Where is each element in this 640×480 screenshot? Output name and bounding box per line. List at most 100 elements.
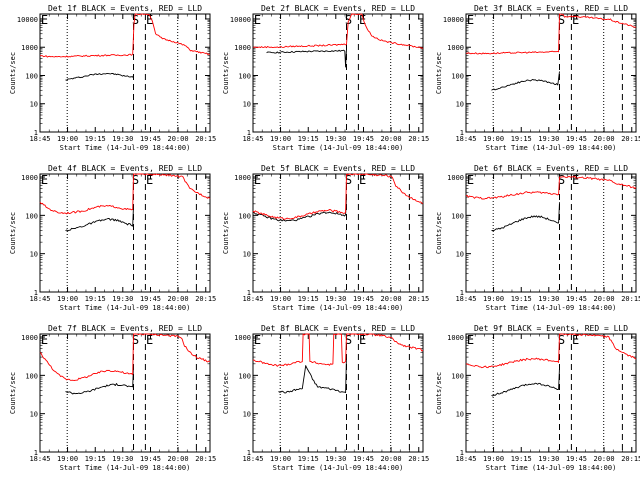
x-tick-label: 20:15: [621, 455, 640, 463]
x-tick-label: 19:45: [566, 135, 587, 143]
chart-title: Det 1f BLACK = Events, RED = LLD: [48, 4, 202, 13]
x-axis-label: Start Time (14-Jul-09 18:44:00): [273, 144, 404, 152]
chart-title: Det 9f BLACK = Events, RED = LLD: [474, 324, 628, 333]
x-tick-label: 20:00: [381, 295, 402, 303]
x-tick-label: 19:00: [57, 455, 78, 463]
chart-title: Det 7f BLACK = Events, RED = LLD: [48, 324, 202, 333]
x-tick-label: 20:00: [381, 135, 402, 143]
x-tick-label: 19:15: [298, 295, 319, 303]
x-tick-label: 19:00: [483, 455, 504, 463]
x-axis-label: Start Time (14-Jul-09 18:44:00): [60, 144, 191, 152]
chart-title: Det 2f BLACK = Events, RED = LLD: [261, 4, 415, 13]
x-axis-label: Start Time (14-Jul-09 18:44:00): [486, 464, 617, 472]
x-tick-label: 20:00: [168, 135, 189, 143]
x-tick-label: 19:30: [538, 455, 559, 463]
x-tick-label: 20:15: [621, 135, 640, 143]
x-tick-label: 19:15: [511, 135, 532, 143]
marker-saa-start: S: [558, 13, 565, 27]
x-tick-label: 20:15: [408, 135, 429, 143]
y-axis-label: Counts/sec: [222, 52, 230, 94]
y-tick-label: 1: [34, 289, 38, 297]
y-tick-label: 100: [451, 372, 464, 380]
x-tick-label: 19:15: [85, 295, 106, 303]
marker-saa-end: E: [146, 173, 153, 187]
chart-panel-4: Det 4f BLACK = Events, RED = LLD 1 10 100 10…: [9, 164, 216, 312]
marker-saa-end: E: [146, 13, 153, 27]
y-tick-label: 10: [243, 101, 251, 109]
x-tick-label: 18:45: [242, 295, 263, 303]
x-tick-label: 19:00: [270, 455, 291, 463]
plot-frame: [465, 173, 637, 293]
marker-left-e: E: [41, 13, 48, 27]
x-tick-label: 19:00: [57, 135, 78, 143]
y-tick-label: 1: [460, 289, 464, 297]
x-tick-label: 19:30: [112, 135, 133, 143]
chart-panel-3: Det 3f BLACK = Events, RED = LLD 1 10 100 10…: [435, 4, 640, 152]
y-tick-label: 1000: [234, 44, 251, 52]
y-tick-label: 1000: [21, 174, 38, 182]
y-tick-label: 1000: [447, 174, 464, 182]
y-axis-label: Counts/sec: [222, 212, 230, 254]
events-series-line: [491, 202, 560, 232]
x-tick-label: 19:45: [140, 455, 161, 463]
x-tick-label: 20:15: [408, 455, 429, 463]
chart-title: Det 8f BLACK = Events, RED = LLD: [261, 324, 415, 333]
marker-left-e: E: [467, 173, 474, 187]
marker-saa-end: E: [359, 333, 366, 347]
chart-panel-5: Det 5f BLACK = Events, RED = LLD 1 10 100 10…: [222, 164, 429, 312]
chart-panel-6: Det 6f BLACK = Events, RED = LLD 1 10 100 10…: [435, 164, 640, 312]
marker-left-e: E: [41, 333, 48, 347]
plot-frame: [252, 13, 424, 133]
x-tick-label: 19:45: [353, 135, 374, 143]
x-tick-label: 18:45: [242, 135, 263, 143]
y-tick-label: 10: [30, 411, 38, 419]
x-axis-label: Start Time (14-Jul-09 18:44:00): [486, 144, 617, 152]
y-tick-label: 1000: [234, 174, 251, 182]
lld-series-line: [252, 13, 424, 49]
x-tick-label: 19:00: [483, 135, 504, 143]
x-tick-label: 19:15: [298, 455, 319, 463]
y-tick-label: 10: [456, 101, 464, 109]
y-tick-label: 100: [25, 72, 38, 80]
y-tick-label: 1: [34, 129, 38, 137]
x-tick-label: 19:45: [566, 295, 587, 303]
plot-frame: [252, 333, 424, 453]
lld-series-line: [40, 13, 211, 58]
marker-saa-end: E: [572, 13, 579, 27]
y-axis-label: Counts/sec: [9, 52, 17, 94]
lld-series-line: [465, 175, 637, 200]
marker-saa-start: S: [345, 333, 352, 347]
plot-frame: [465, 13, 637, 133]
x-tick-label: 19:45: [353, 455, 374, 463]
chart-title: Det 5f BLACK = Events, RED = LLD: [261, 164, 415, 173]
x-axis-label: Start Time (14-Jul-09 18:44:00): [60, 464, 191, 472]
x-axis-label: Start Time (14-Jul-09 18:44:00): [486, 304, 617, 312]
x-tick-label: 20:15: [621, 295, 640, 303]
lld-series-line: [252, 173, 424, 220]
y-tick-label: 1000: [21, 334, 38, 342]
x-tick-label: 20:00: [594, 455, 615, 463]
y-tick-label: 1: [247, 129, 251, 137]
y-axis-label: Counts/sec: [9, 372, 17, 414]
x-axis-label: Start Time (14-Jul-09 18:44:00): [273, 464, 404, 472]
x-tick-label: 19:00: [57, 295, 78, 303]
y-tick-label: 10: [243, 251, 251, 259]
marker-left-e: E: [467, 13, 474, 27]
marker-left-e: E: [41, 173, 48, 187]
y-tick-label: 10: [243, 411, 251, 419]
y-tick-label: 10: [30, 251, 38, 259]
x-tick-label: 19:15: [85, 135, 106, 143]
plot-frame: [252, 173, 424, 293]
x-tick-label: 20:00: [168, 295, 189, 303]
x-tick-label: 20:00: [594, 135, 615, 143]
marker-saa-start: S: [345, 13, 352, 27]
events-series-line: [65, 72, 134, 81]
x-tick-label: 20:15: [195, 295, 216, 303]
y-tick-label: 10: [30, 101, 38, 109]
chart-panel-9: Det 9f BLACK = Events, RED = LLD 1 10 100 10…: [435, 324, 640, 472]
y-tick-label: 10000: [230, 16, 251, 24]
x-tick-label: 19:45: [140, 135, 161, 143]
marker-saa-end: E: [359, 173, 366, 187]
